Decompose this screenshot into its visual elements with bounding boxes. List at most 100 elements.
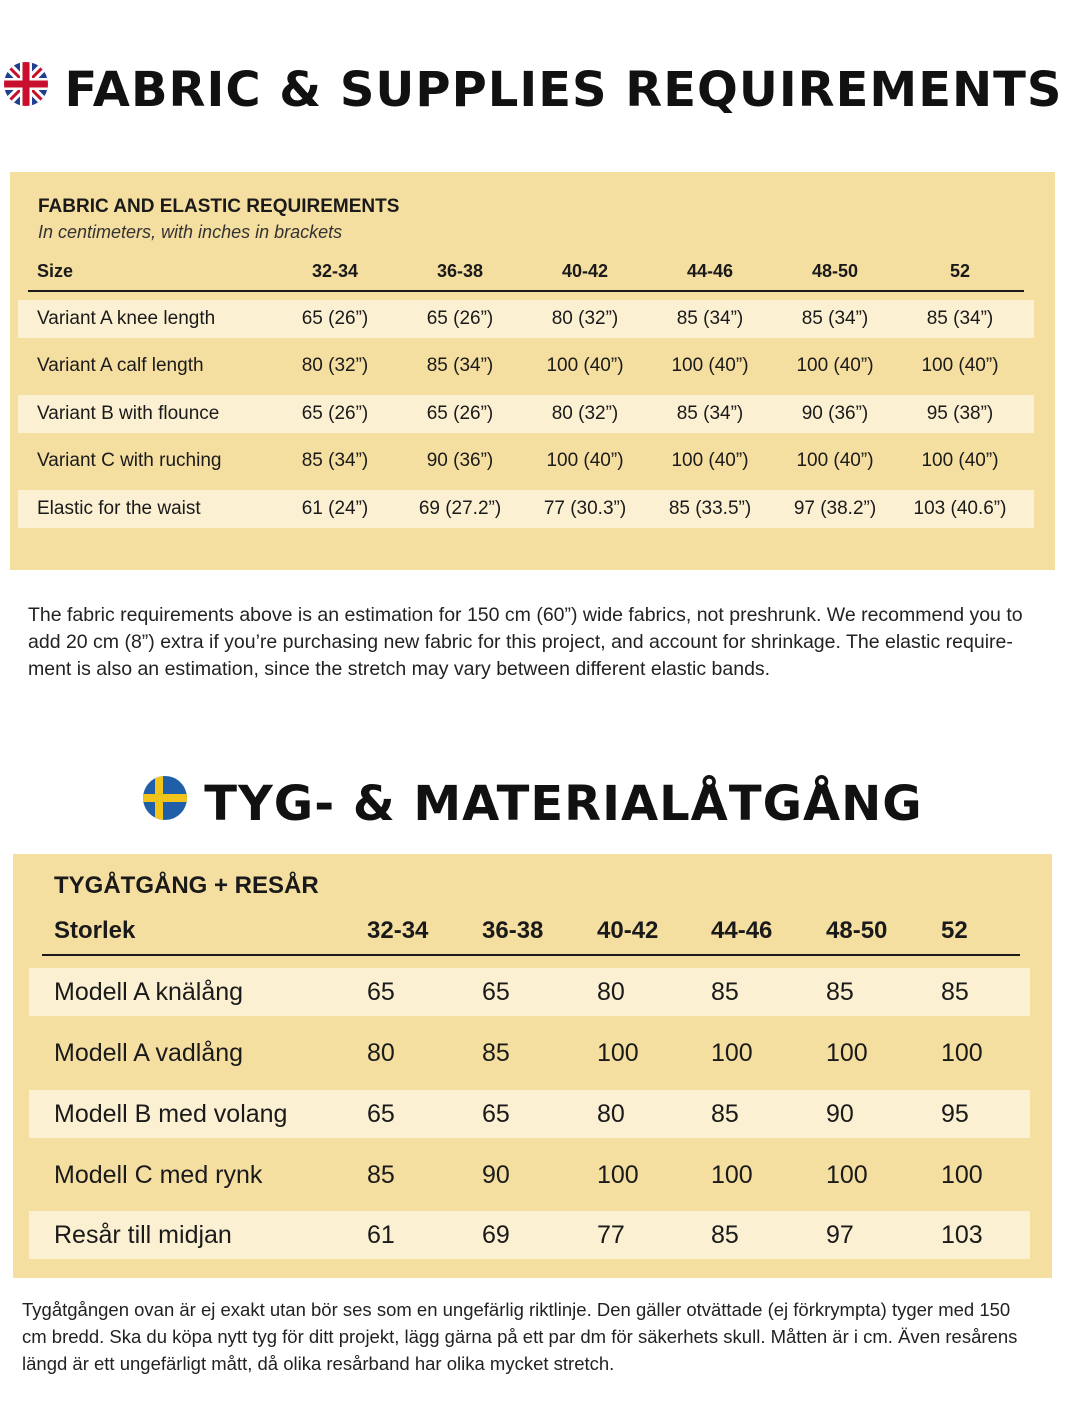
swedish-requirements-table: TYGÅTGÅNG + RESÅR Storlek 32-34 36-38 40… xyxy=(13,854,1052,1278)
table-cell: 80 xyxy=(367,1038,395,1067)
table-cell: 77 (30.3”) xyxy=(543,498,627,519)
table-cell: 100 (40”) xyxy=(671,355,749,376)
size-column-header: Size xyxy=(37,260,74,281)
table-cell: 85 xyxy=(711,1220,739,1249)
table-row: Variant A calf length 80 (32”) 85 (34”) … xyxy=(10,347,1055,385)
table-cell: 103 (40.6”) xyxy=(913,498,1007,519)
table-cell: 100 xyxy=(597,1160,639,1189)
table-cell: 100 xyxy=(597,1038,639,1067)
table-cell: 85 xyxy=(711,1099,739,1128)
size-header: 44-46 xyxy=(686,260,734,281)
table-cell: 100 (40”) xyxy=(921,355,999,376)
table-row: Modell A vadlång 80 85 100 100 100 100 xyxy=(13,1029,1052,1077)
table-cell: 100 (40”) xyxy=(921,450,999,471)
table-cell: 85 xyxy=(367,1160,395,1189)
table-header-row: Size 32-34 36-38 40-42 44-46 48-50 52 xyxy=(10,260,1055,282)
table-cell: 100 (40”) xyxy=(796,450,874,471)
table-cell: 85 (34”) xyxy=(926,308,994,329)
table-cell: 100 (40”) xyxy=(671,450,749,471)
table-cell: 100 xyxy=(826,1160,868,1189)
swedish-note: Tygåtgången ovan är ej exakt utan bör se… xyxy=(22,1296,1042,1377)
table-cell: 100 (40”) xyxy=(546,450,624,471)
table-cell: 65 (26”) xyxy=(426,308,494,329)
table-cell: 85 (34”) xyxy=(301,450,369,471)
table-cell: 85 xyxy=(711,977,739,1006)
size-header: 48-50 xyxy=(811,260,859,281)
header-divider xyxy=(42,954,1020,956)
table-cell: 97 xyxy=(826,1220,854,1249)
table-cell: 65 xyxy=(482,977,510,1006)
row-label: Modell A vadlång xyxy=(54,1038,244,1067)
table-title: TYGÅTGÅNG + RESÅR xyxy=(54,872,319,899)
english-note: The fabric requirements above is an esti… xyxy=(28,602,1048,683)
table-cell: 85 xyxy=(826,977,854,1006)
table-cell: 65 (26”) xyxy=(426,403,494,424)
table-row: Variant A knee length 65 (26”) 65 (26”) … xyxy=(18,300,1034,338)
table-cell: 103 xyxy=(941,1220,983,1249)
table-row: Modell C med rynk 85 90 100 100 100 100 xyxy=(13,1151,1052,1199)
row-label: Variant C with ruching xyxy=(37,450,222,471)
table-row: Elastic for the waist 61 (24”) 69 (27.2”… xyxy=(18,490,1034,528)
row-label: Elastic for the waist xyxy=(37,498,201,519)
size-header: 32-34 xyxy=(367,917,429,944)
table-cell: 80 xyxy=(597,977,625,1006)
table-cell: 61 (24”) xyxy=(301,498,369,519)
note-line: Tygåtgången ovan är ej exakt utan bör se… xyxy=(22,1299,1011,1320)
table-cell: 100 (40”) xyxy=(546,355,624,376)
table-cell: 90 (36”) xyxy=(801,403,869,424)
table-cell: 100 xyxy=(826,1038,868,1067)
table-cell: 61 xyxy=(367,1220,395,1249)
table-cell: 100 (40”) xyxy=(796,355,874,376)
size-header: 52 xyxy=(941,917,968,944)
english-heading-text: FABRIC & SUPPLIES REQUIREMENTS xyxy=(64,62,1063,118)
uk-flag-icon xyxy=(3,61,49,119)
table-cell: 85 (34”) xyxy=(676,308,744,329)
sweden-flag-icon xyxy=(142,775,188,833)
table-cell: 69 (27.2”) xyxy=(418,498,502,519)
size-header: 36-38 xyxy=(436,260,484,281)
size-header: 44-46 xyxy=(711,917,773,944)
table-row: Variant C with ruching 85 (34”) 90 (36”)… xyxy=(10,442,1055,480)
row-label: Variant A knee length xyxy=(37,308,216,329)
table-cell: 85 xyxy=(482,1038,510,1067)
note-line: cm bredd. Ska du köpa nytt tyg för ditt … xyxy=(22,1326,1018,1347)
table-cell: 90 xyxy=(826,1099,854,1128)
table-cell: 95 xyxy=(941,1099,969,1128)
size-header: 48-50 xyxy=(826,917,888,944)
table-cell: 65 xyxy=(482,1099,510,1128)
swedish-heading-text: TYG- & MATERIALÅTGÅNG xyxy=(204,776,923,832)
table-row: Resår till midjan 61 69 77 85 97 103 xyxy=(29,1211,1030,1259)
note-line: ment is also an estimation, since the st… xyxy=(28,658,771,680)
size-header: 36-38 xyxy=(482,917,544,944)
row-label: Variant B with flounce xyxy=(37,403,220,424)
row-label: Modell A knälång xyxy=(54,977,244,1006)
note-line: add 20 cm (8”) extra if you’re purchasin… xyxy=(28,631,1013,653)
table-cell: 90 (36”) xyxy=(426,450,494,471)
table-cell: 97 (38.2”) xyxy=(793,498,877,519)
english-heading: FABRIC & SUPPLIES REQUIREMENTS xyxy=(0,58,1065,122)
note-line: The fabric requirements above is an esti… xyxy=(28,604,1023,626)
table-cell: 100 xyxy=(711,1160,753,1189)
table-cell: 85 (34”) xyxy=(426,355,494,376)
row-label: Resår till midjan xyxy=(54,1220,232,1249)
table-subtitle: In centimeters, with inches in brackets xyxy=(38,222,343,242)
size-header: 32-34 xyxy=(311,260,359,281)
swedish-heading: TYG- & MATERIALÅTGÅNG xyxy=(0,772,1065,836)
table-cell: 69 xyxy=(482,1220,510,1249)
table-cell: 85 (33.5”) xyxy=(668,498,752,519)
row-label: Modell C med rynk xyxy=(54,1160,263,1189)
header-divider xyxy=(28,290,1024,292)
table-cell: 65 (26”) xyxy=(301,403,369,424)
english-requirements-table: FABRIC AND ELASTIC REQUIREMENTS In centi… xyxy=(10,172,1055,570)
table-cell: 90 xyxy=(482,1160,510,1189)
table-cell: 80 (32”) xyxy=(551,403,619,424)
table-row: Modell A knälång 65 65 80 85 85 85 xyxy=(29,968,1030,1016)
table-cell: 85 xyxy=(941,977,969,1006)
size-header: 40-42 xyxy=(597,917,659,944)
table-cell: 65 xyxy=(367,1099,395,1128)
table-cell: 85 (34”) xyxy=(801,308,869,329)
table-cell: 100 xyxy=(711,1038,753,1067)
table-title: FABRIC AND ELASTIC REQUIREMENTS xyxy=(38,196,400,217)
table-row: Variant B with flounce 65 (26”) 65 (26”)… xyxy=(18,395,1034,433)
table-cell: 80 xyxy=(597,1099,625,1128)
